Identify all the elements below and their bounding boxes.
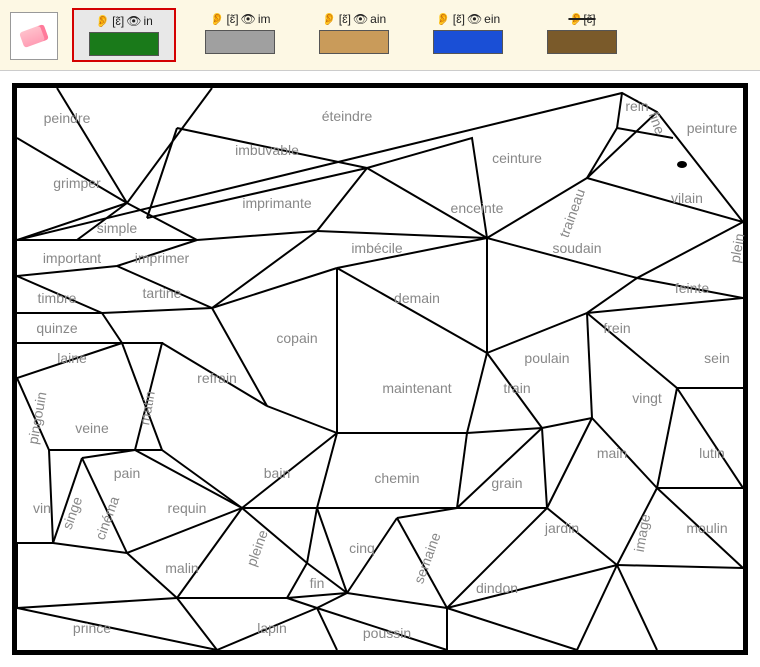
puzzle-word[interactable]: bain bbox=[264, 465, 290, 481]
puzzle-word[interactable]: peindre bbox=[44, 110, 91, 126]
puzzle-word[interactable]: peinture bbox=[687, 120, 738, 136]
puzzle-word[interactable]: soudain bbox=[552, 240, 601, 256]
puzzle-word[interactable]: imprimer bbox=[135, 250, 189, 266]
color-swatch bbox=[319, 30, 389, 54]
puzzle-area: peindreéteindrereinfinepeintureimbuvable… bbox=[0, 71, 760, 667]
color-swatch bbox=[205, 30, 275, 54]
puzzle-word[interactable]: moulin bbox=[686, 520, 727, 536]
puzzle-word[interactable]: poulain bbox=[524, 350, 569, 366]
color-option-in[interactable]: 👂[ɛ̃] 👁in bbox=[72, 8, 176, 62]
eraser-button[interactable] bbox=[10, 12, 58, 60]
color-swatch bbox=[547, 30, 617, 54]
puzzle-word[interactable]: rein bbox=[625, 98, 648, 114]
puzzle-word[interactable]: demain bbox=[394, 290, 440, 306]
eraser-icon bbox=[19, 24, 49, 48]
color-options: 👂[ɛ̃] 👁in 👂[ɛ̃] 👁im 👂[ɛ̃] 👁ain 👂[ɛ̃] 👁ein 👂[… bbox=[72, 8, 632, 62]
option-label: 👂[ɛ̃] 👁ein bbox=[436, 12, 500, 26]
puzzle-word[interactable]: imbécile bbox=[351, 240, 402, 256]
puzzle-word[interactable]: enceinte bbox=[451, 200, 504, 216]
horse-eye-dot bbox=[677, 161, 687, 168]
puzzle-word[interactable]: quinze bbox=[36, 320, 77, 336]
puzzle-lines bbox=[17, 88, 743, 650]
puzzle-word[interactable]: dindon bbox=[476, 580, 518, 596]
puzzle-word[interactable]: tartine bbox=[143, 285, 182, 301]
puzzle-word[interactable]: main bbox=[597, 445, 627, 461]
puzzle-word[interactable]: malin bbox=[165, 560, 198, 576]
puzzle-word[interactable]: maintenant bbox=[382, 380, 451, 396]
puzzle-word[interactable]: sein bbox=[704, 350, 730, 366]
option-label: 👂[ɛ̃] bbox=[568, 12, 595, 26]
puzzle-word[interactable]: veine bbox=[75, 420, 108, 436]
puzzle-word[interactable]: timbre bbox=[38, 290, 77, 306]
puzzle-word[interactable]: prince bbox=[73, 620, 111, 636]
puzzle-word[interactable]: imbuvable bbox=[235, 142, 299, 158]
puzzle-word[interactable]: lutin bbox=[699, 445, 725, 461]
puzzle-word[interactable]: ceinture bbox=[492, 150, 542, 166]
color-swatch bbox=[433, 30, 503, 54]
puzzle-word[interactable]: train bbox=[503, 380, 530, 396]
option-label: 👂[ɛ̃] 👁in bbox=[95, 14, 153, 28]
option-label: 👂[ɛ̃] 👁im bbox=[209, 12, 270, 26]
option-label: 👂[ɛ̃] 👁ain bbox=[322, 12, 386, 26]
puzzle-word[interactable]: cinq bbox=[349, 540, 375, 556]
toolbar: 👂[ɛ̃] 👁in 👂[ɛ̃] 👁im 👂[ɛ̃] 👁ain 👂[ɛ̃] 👁ein 👂[… bbox=[0, 0, 760, 71]
puzzle-word[interactable]: frein bbox=[603, 320, 630, 336]
puzzle-word[interactable]: poussin bbox=[363, 625, 411, 641]
puzzle-word[interactable]: vingt bbox=[632, 390, 662, 406]
coloring-puzzle[interactable]: peindreéteindrereinfinepeintureimbuvable… bbox=[12, 83, 748, 655]
puzzle-word[interactable]: copain bbox=[276, 330, 317, 346]
puzzle-word[interactable]: grimper bbox=[53, 175, 100, 191]
puzzle-word[interactable]: fin bbox=[310, 575, 325, 591]
puzzle-word[interactable]: chemin bbox=[374, 470, 419, 486]
puzzle-word[interactable]: vilain bbox=[671, 190, 703, 206]
puzzle-word[interactable]: imprimante bbox=[242, 195, 311, 211]
color-option-none[interactable]: 👂[ɛ̃] bbox=[532, 8, 632, 62]
color-swatch bbox=[89, 32, 159, 56]
puzzle-word[interactable]: vin bbox=[33, 500, 51, 516]
puzzle-word[interactable]: simple bbox=[97, 220, 137, 236]
puzzle-word[interactable]: jardin bbox=[545, 520, 579, 536]
puzzle-word[interactable]: feinte bbox=[675, 280, 709, 296]
puzzle-word[interactable]: éteindre bbox=[322, 108, 373, 124]
puzzle-word[interactable]: refrain bbox=[197, 370, 237, 386]
color-option-ein[interactable]: 👂[ɛ̃] 👁ein bbox=[418, 8, 518, 62]
puzzle-word[interactable]: important bbox=[43, 250, 101, 266]
color-option-ain[interactable]: 👂[ɛ̃] 👁ain bbox=[304, 8, 404, 62]
puzzle-word[interactable]: laine bbox=[57, 350, 87, 366]
color-option-im[interactable]: 👂[ɛ̃] 👁im bbox=[190, 8, 290, 62]
puzzle-word[interactable]: pain bbox=[114, 465, 140, 481]
puzzle-word[interactable]: lapin bbox=[257, 620, 287, 636]
puzzle-word[interactable]: grain bbox=[491, 475, 522, 491]
puzzle-word[interactable]: requin bbox=[168, 500, 207, 516]
